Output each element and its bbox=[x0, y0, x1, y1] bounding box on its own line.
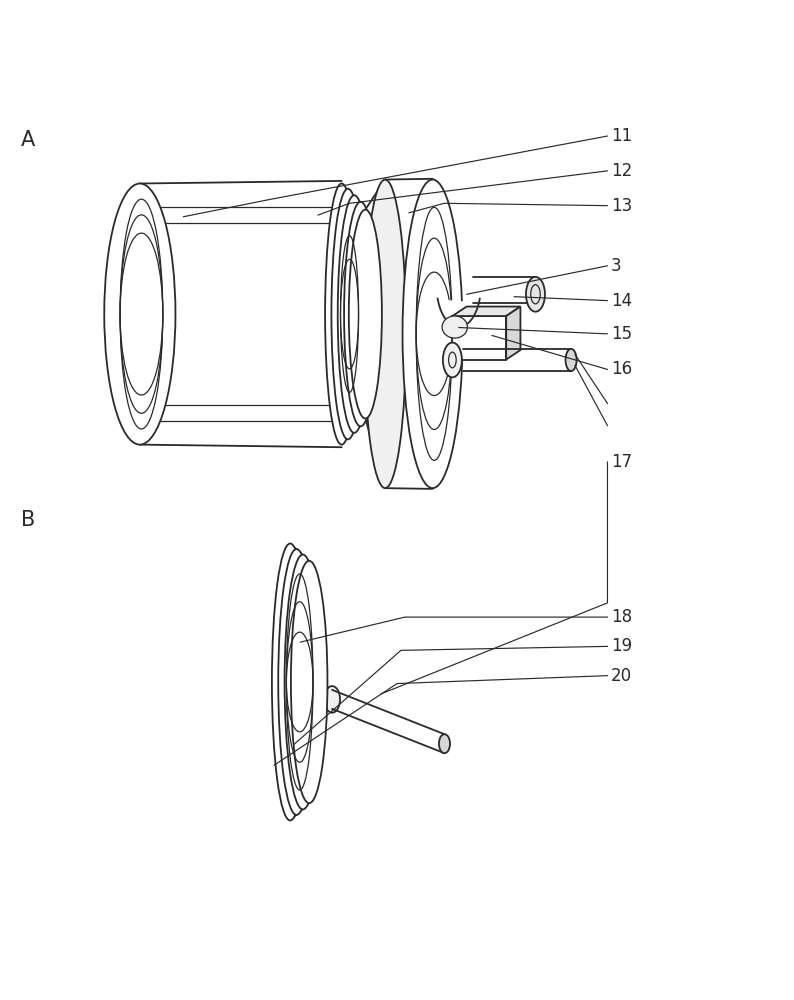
Text: 3: 3 bbox=[611, 257, 621, 275]
Polygon shape bbox=[453, 316, 507, 360]
Ellipse shape bbox=[526, 277, 545, 312]
Text: 16: 16 bbox=[611, 360, 632, 378]
Ellipse shape bbox=[439, 734, 450, 753]
Text: 12: 12 bbox=[611, 162, 632, 180]
Text: B: B bbox=[21, 510, 36, 530]
Text: 19: 19 bbox=[611, 637, 632, 655]
Ellipse shape bbox=[325, 184, 358, 445]
Ellipse shape bbox=[331, 189, 364, 439]
Polygon shape bbox=[437, 299, 480, 327]
Ellipse shape bbox=[442, 316, 468, 338]
Ellipse shape bbox=[324, 686, 340, 713]
Ellipse shape bbox=[565, 349, 576, 371]
Ellipse shape bbox=[272, 544, 308, 820]
Polygon shape bbox=[507, 307, 520, 360]
Text: 11: 11 bbox=[611, 127, 632, 145]
Ellipse shape bbox=[284, 555, 321, 809]
Ellipse shape bbox=[278, 549, 314, 815]
Text: 13: 13 bbox=[611, 197, 632, 215]
Ellipse shape bbox=[364, 180, 407, 488]
Text: 15: 15 bbox=[611, 325, 632, 343]
Polygon shape bbox=[453, 307, 520, 316]
Ellipse shape bbox=[403, 180, 463, 488]
Ellipse shape bbox=[104, 184, 175, 445]
Ellipse shape bbox=[344, 202, 377, 426]
Ellipse shape bbox=[291, 561, 327, 803]
Text: A: A bbox=[21, 130, 36, 150]
Text: 14: 14 bbox=[611, 292, 632, 310]
Ellipse shape bbox=[337, 195, 371, 433]
Text: 17: 17 bbox=[611, 453, 632, 471]
Text: 18: 18 bbox=[611, 608, 632, 626]
Ellipse shape bbox=[349, 210, 382, 419]
Text: 20: 20 bbox=[611, 667, 632, 685]
Ellipse shape bbox=[443, 343, 462, 377]
